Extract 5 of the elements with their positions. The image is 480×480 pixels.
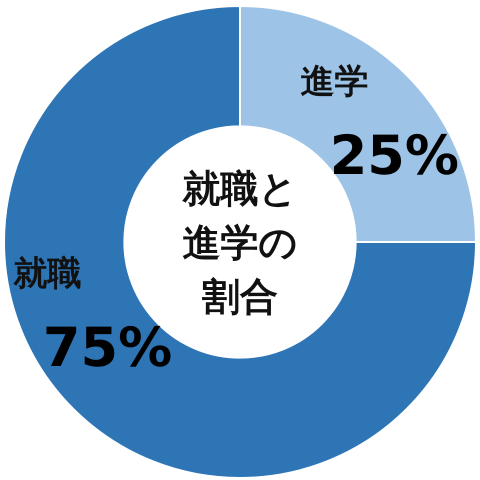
slice-label: 進学 [300,62,368,102]
data-label: 25% [330,124,459,188]
text: 就職と進学の割合 [182,166,298,318]
data-label: 75% [42,316,172,379]
slice-label: 就職 [12,253,82,294]
